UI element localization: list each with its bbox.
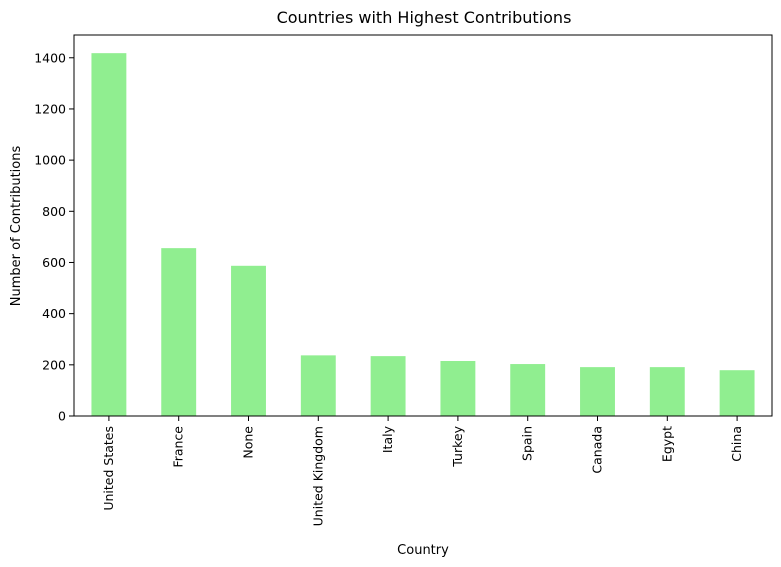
bar bbox=[370, 356, 406, 416]
x-tick-label: China bbox=[729, 426, 744, 462]
x-tick-label: Egypt bbox=[659, 426, 674, 462]
y-tick-label: 600 bbox=[42, 255, 66, 270]
x-tick-label: Spain bbox=[520, 426, 535, 461]
y-tick-label: 1400 bbox=[34, 50, 66, 65]
x-tick-label: Italy bbox=[380, 425, 395, 453]
bar bbox=[300, 355, 336, 416]
bar bbox=[580, 367, 615, 416]
plot-area-frame bbox=[73, 34, 773, 417]
y-tick-label: 400 bbox=[42, 306, 66, 321]
x-tick-label: France bbox=[171, 426, 186, 468]
bar bbox=[649, 367, 685, 416]
bar bbox=[510, 364, 546, 416]
x-tick-label: Turkey bbox=[450, 425, 465, 467]
y-axis-ticks: 0 200 400 600 800 1000 1200 1400 bbox=[34, 50, 74, 424]
bar bbox=[719, 370, 755, 416]
bars-group bbox=[91, 53, 755, 416]
y-axis-label: Number of Contributions bbox=[9, 146, 24, 307]
x-tick-label: Canada bbox=[590, 426, 605, 474]
y-tick-label: 0 bbox=[58, 409, 66, 424]
x-axis-label: Country bbox=[397, 543, 449, 558]
bar bbox=[231, 265, 266, 416]
x-tick-label: None bbox=[241, 426, 256, 459]
y-tick-label: 200 bbox=[42, 357, 66, 372]
x-axis-ticks: United States France None United Kingdom Ita… bbox=[101, 416, 744, 526]
chart-title: Countries with Highest Contributions bbox=[277, 8, 572, 27]
bar bbox=[161, 248, 197, 416]
x-tick-label: United Kingdom bbox=[310, 426, 325, 526]
y-tick-label: 800 bbox=[42, 204, 66, 219]
bar bbox=[440, 360, 476, 416]
bar bbox=[91, 53, 127, 416]
y-tick-label: 1000 bbox=[34, 153, 66, 168]
x-tick-label: United States bbox=[101, 426, 116, 511]
y-tick-label: 1200 bbox=[34, 101, 66, 116]
